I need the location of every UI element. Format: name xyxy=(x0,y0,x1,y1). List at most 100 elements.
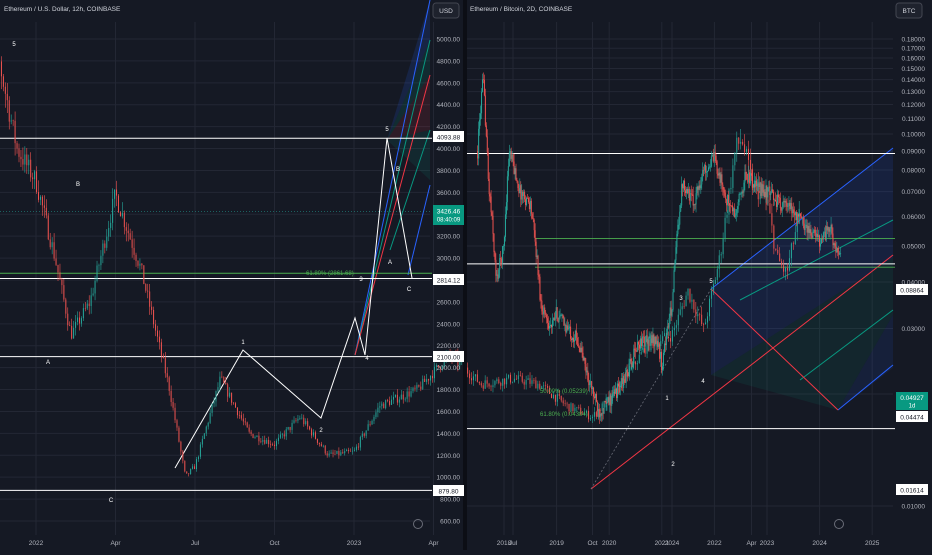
left-candle-body xyxy=(334,453,336,455)
left-candle-body xyxy=(556,394,558,402)
left-candle-body xyxy=(632,361,634,367)
right-candle-body xyxy=(574,330,576,341)
right-y-tick-label: 0.17000 xyxy=(902,46,926,53)
left-candle-body xyxy=(396,394,398,403)
left-candle-body xyxy=(588,410,590,420)
right-candle-body xyxy=(638,341,640,345)
right-candle-body xyxy=(734,215,736,218)
left-wave-3: 3 xyxy=(359,277,363,283)
left-candle-body xyxy=(307,421,309,427)
left-candle-body xyxy=(383,403,385,409)
left-candle-body xyxy=(424,378,426,382)
right-candle-body xyxy=(742,191,744,193)
right-candle-body xyxy=(791,203,793,214)
right-candle-body xyxy=(515,168,517,181)
right-candle-body xyxy=(784,201,786,203)
left-candle-body xyxy=(554,394,556,402)
left-candle-body xyxy=(34,171,36,180)
left-candle-body xyxy=(595,412,597,417)
right-candle-body xyxy=(579,347,581,353)
left-candle-body xyxy=(621,384,623,389)
left-candle-body xyxy=(508,374,510,378)
left-candle-body xyxy=(133,247,135,255)
right-candle-body xyxy=(575,330,577,338)
left-candle-body xyxy=(199,444,201,457)
right-candle-body xyxy=(677,224,679,235)
right-candle-body xyxy=(512,154,514,162)
right-candle-body xyxy=(756,184,758,187)
left-candle-body xyxy=(531,380,533,384)
left-x-tick-label: Apr xyxy=(428,540,439,547)
left-y-tick-label: 2200.00 xyxy=(437,343,461,350)
left-candle-body xyxy=(695,309,697,317)
right-candle-body xyxy=(715,155,717,162)
right-currency-button[interactable] xyxy=(895,2,923,19)
left-candle-body xyxy=(558,394,560,396)
left-candle-body xyxy=(211,403,213,413)
right-candle-body xyxy=(484,95,486,126)
right-logo-icon xyxy=(834,519,844,529)
right-candle-body xyxy=(600,413,602,416)
left-currency-button[interactable] xyxy=(432,2,460,19)
left-candle-body xyxy=(172,401,174,408)
right-candle-body xyxy=(773,191,775,200)
left-candle-body xyxy=(268,439,270,445)
left-y-tick-label: 4800.00 xyxy=(437,58,461,65)
right-candle-body xyxy=(498,269,500,279)
left-candle-body xyxy=(110,222,112,228)
left-pitchfork-line xyxy=(354,74,431,356)
right-candle-body xyxy=(551,320,553,328)
right-candle-body xyxy=(782,201,784,208)
left-candle-body xyxy=(6,93,8,101)
left-candle-body xyxy=(746,148,748,152)
left-candle-body xyxy=(613,389,615,398)
right-candle-body xyxy=(572,337,574,342)
right-level-tag-08864 xyxy=(896,284,928,295)
right-candle-body xyxy=(824,231,826,240)
left-candle-body xyxy=(537,383,539,389)
left-candle-body xyxy=(671,330,673,342)
right-candle-body xyxy=(635,350,637,352)
right-candle-body xyxy=(692,194,694,206)
left-candle-body xyxy=(301,417,303,419)
right-y-tick-label: 0.04000 xyxy=(902,280,926,287)
right-candle-body xyxy=(708,166,710,168)
right-candle-body xyxy=(748,172,750,183)
left-candle-body xyxy=(783,265,785,272)
left-candle-body xyxy=(309,426,311,430)
left-candle-body xyxy=(236,407,238,416)
right-candle-body xyxy=(624,379,626,383)
right-candle-body xyxy=(810,229,812,236)
right-candle-body xyxy=(626,370,628,373)
right-candle-body xyxy=(571,338,573,340)
left-candle-body xyxy=(734,152,736,166)
right-candle-body xyxy=(767,187,769,198)
left-candle-body xyxy=(578,407,580,408)
pane-divider[interactable] xyxy=(463,0,467,550)
right-candle-body xyxy=(612,392,614,396)
left-candle-body xyxy=(707,316,709,323)
right-candle-body xyxy=(820,238,822,244)
left-candle-body xyxy=(794,232,796,244)
right-candle-body xyxy=(540,299,542,301)
right-candle-body xyxy=(533,219,535,231)
right-candle-body xyxy=(788,202,790,206)
right-candle-body xyxy=(780,208,782,211)
left-wave-4: 4 xyxy=(365,356,369,362)
left-candle-body xyxy=(359,437,361,448)
left-candle-body xyxy=(398,399,400,403)
left-candle-body xyxy=(49,239,51,248)
right-candle-body xyxy=(582,352,584,361)
right-candle-body xyxy=(500,257,502,259)
right-candle-body xyxy=(487,152,489,179)
left-y-tick-label: 800.00 xyxy=(440,497,460,504)
left-candle-body xyxy=(119,212,121,217)
left-wave-A: A xyxy=(46,360,50,366)
right-candle-body xyxy=(817,233,819,237)
right-candle-body xyxy=(517,181,519,189)
left-candle-body xyxy=(16,143,18,149)
right-candle-body xyxy=(577,343,579,348)
left-candle-body xyxy=(586,410,588,413)
right-fib-618-label: 61.80% (0.04384) xyxy=(540,412,588,418)
